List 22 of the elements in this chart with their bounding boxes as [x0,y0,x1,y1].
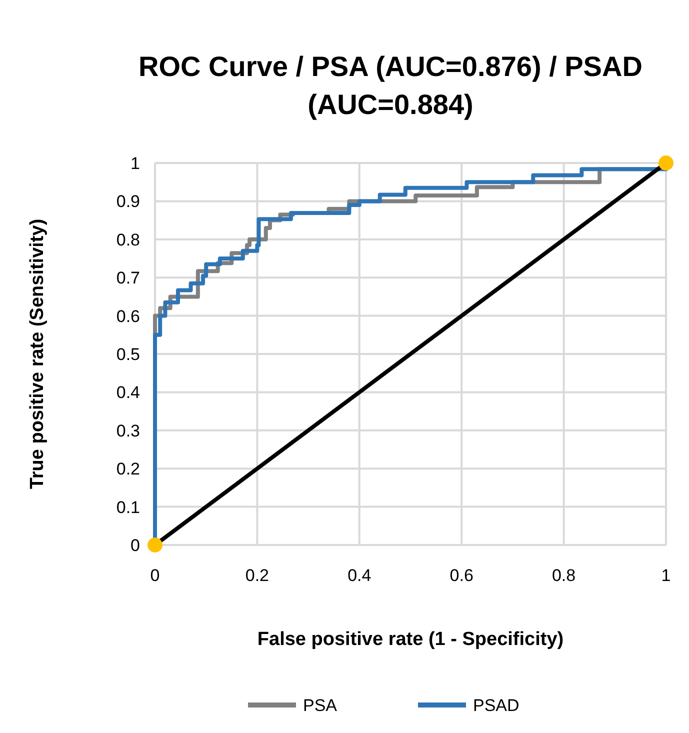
y-axis-title: True positive rate (Sensitivity) [27,218,48,490]
legend-label: PSA [303,696,338,715]
x-tick-label: 0.2 [245,566,270,585]
x-tick-label: 0.8 [552,566,576,585]
legend-label: PSAD [473,696,520,715]
x-tick-label: 0 [150,566,160,585]
y-tick-label: 0.4 [116,383,140,402]
y-tick-label: 0.8 [116,230,140,250]
y-tick-label: 0.2 [116,460,140,479]
y-tick-label: 0.5 [116,344,140,364]
y-tick-label: 0.6 [116,306,140,326]
y-tick-label: 0.1 [116,498,140,517]
y-tick-label: 1 [130,154,140,173]
chart-title: ROC Curve / PSA (AUC=0.876) / PSAD (AUC=0.884) [138,51,642,120]
y-tick-label: 0.9 [116,192,140,212]
x-tick-label: 0.4 [348,566,372,585]
y-tick-label: 0 [130,536,140,555]
x-tick-label: 0.6 [450,566,474,585]
y-tick-label: 0.3 [116,421,140,440]
y-tick-label: 0.7 [116,268,140,288]
x-tick-label: 1 [661,566,671,585]
x-axis-title: False positive rate (1 - Specificity) [257,629,564,650]
